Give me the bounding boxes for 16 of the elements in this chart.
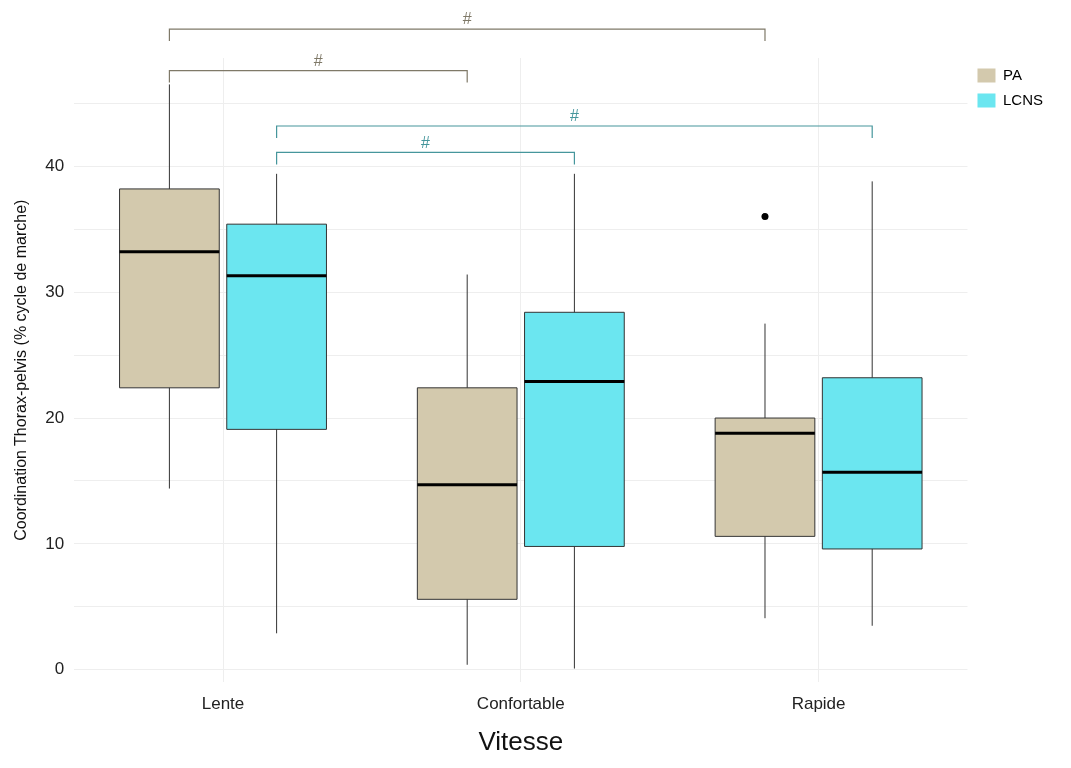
y-axis-title: Coordination Thorax-pelvis (% cycle de marche) (12, 199, 30, 541)
x-tick-label: Lente (201, 694, 245, 714)
y-tick-label: 30 (45, 281, 65, 301)
text: # (462, 10, 472, 28)
legend-label: LCNS (1002, 90, 1043, 108)
y-tick-label: 0 (54, 659, 65, 679)
x-axis-title: Vitesse (478, 725, 564, 756)
annotation: # (569, 107, 579, 125)
y-tick-label: 10 (45, 533, 65, 553)
y-tick-label: 40 (45, 155, 65, 175)
x-tick-label: Confortable (476, 694, 565, 714)
y-tick-label: 20 (45, 407, 65, 427)
annotation: # (421, 133, 431, 151)
x-tick-label: Rapide (791, 694, 846, 714)
legend-label: PA (1002, 65, 1022, 83)
annotation: # (313, 51, 323, 69)
